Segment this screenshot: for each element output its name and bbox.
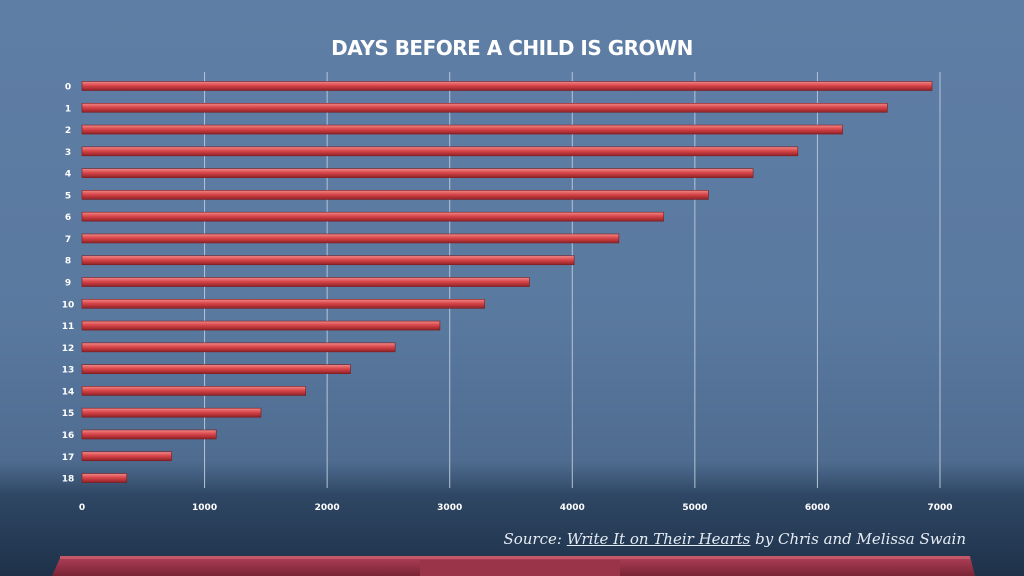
y-tick-label: 14 bbox=[62, 387, 75, 397]
bar-age-1 bbox=[81, 102, 888, 113]
x-tick-label: 0 bbox=[79, 503, 85, 513]
bar-age-17 bbox=[81, 451, 172, 462]
bar-age-12 bbox=[81, 342, 396, 353]
y-tick-label: 17 bbox=[62, 453, 75, 463]
bar-age-0 bbox=[81, 81, 933, 91]
source-caption: Source: Write It on Their Hearts by Chri… bbox=[503, 530, 966, 548]
y-tick-label: 13 bbox=[62, 366, 75, 376]
bar-age-2 bbox=[81, 124, 843, 135]
y-tick-label: 8 bbox=[65, 257, 71, 267]
y-tick-label: 12 bbox=[62, 344, 75, 354]
bar-age-18 bbox=[81, 473, 128, 483]
y-tick-label: 1 bbox=[65, 104, 71, 114]
y-tick-label: 5 bbox=[65, 191, 71, 201]
source-prefix: Source: bbox=[503, 530, 562, 548]
y-tick-label: 10 bbox=[62, 300, 75, 310]
x-tick-label: 5000 bbox=[682, 503, 707, 513]
bar-age-10 bbox=[81, 298, 485, 309]
x-tick-label: 6000 bbox=[805, 503, 830, 513]
bar-age-15 bbox=[81, 407, 262, 418]
y-tick-label: 7 bbox=[65, 235, 71, 245]
bar-age-4 bbox=[81, 168, 754, 178]
bar-age-3 bbox=[81, 146, 799, 157]
bar-age-5 bbox=[81, 190, 709, 200]
y-tick-label: 11 bbox=[62, 322, 75, 332]
x-tick-label: 1000 bbox=[192, 503, 217, 513]
x-tick-label: 4000 bbox=[560, 503, 585, 513]
y-tick-label: 4 bbox=[65, 170, 71, 180]
dock-decoration bbox=[52, 556, 975, 576]
bar-age-9 bbox=[81, 277, 530, 287]
x-tick-label: 2000 bbox=[315, 503, 340, 513]
chart-title: DAYS BEFORE A CHILD IS GROWN bbox=[331, 36, 693, 60]
bar-age-13 bbox=[81, 364, 351, 374]
y-tick-label: 15 bbox=[62, 409, 75, 419]
y-tick-label: 0 bbox=[65, 83, 71, 93]
y-tick-label: 9 bbox=[65, 279, 71, 289]
source-authors: by Chris and Melissa Swain bbox=[755, 530, 966, 548]
bar-age-7 bbox=[81, 233, 620, 244]
y-tick-label: 6 bbox=[65, 213, 71, 223]
x-tick-label: 7000 bbox=[927, 503, 952, 513]
source-book-title: Write It on Their Hearts bbox=[566, 530, 751, 548]
bar-age-14 bbox=[81, 386, 306, 396]
bar-age-8 bbox=[81, 255, 575, 266]
bar-age-11 bbox=[81, 320, 441, 331]
y-tick-label: 2 bbox=[65, 126, 71, 136]
bar-age-16 bbox=[81, 429, 217, 440]
y-tick-label: 3 bbox=[65, 148, 71, 158]
y-tick-label: 18 bbox=[62, 475, 75, 485]
y-tick-label: 16 bbox=[62, 431, 75, 441]
x-tick-label: 3000 bbox=[437, 503, 462, 513]
bar-age-6 bbox=[81, 211, 664, 222]
